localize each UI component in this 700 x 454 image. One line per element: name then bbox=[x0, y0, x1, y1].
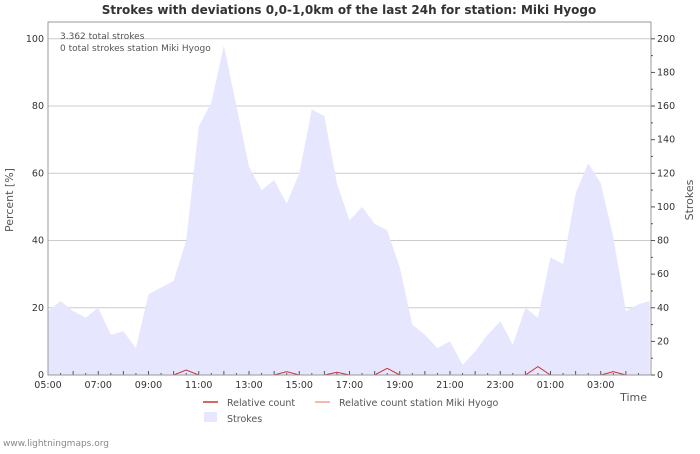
y-left-axis-label: Percent [%] bbox=[3, 168, 16, 232]
legend-label-strokes: Strokes bbox=[227, 414, 262, 425]
x-tick-label: 09:00 bbox=[135, 380, 162, 391]
y-right-tick-label: 180 bbox=[657, 67, 675, 78]
y-right-tick-label: 140 bbox=[657, 135, 675, 146]
y-right-tick-label: 100 bbox=[657, 202, 675, 213]
y-right-tick-label: 0 bbox=[657, 370, 663, 381]
x-tick-label: 15:00 bbox=[286, 380, 313, 391]
legend-swatch-strokes bbox=[204, 412, 217, 422]
x-tick-label: 17:00 bbox=[336, 380, 363, 391]
x-tick-labels: 05:00 07:00 09:00 11:00 13:00 15:00 17:00 19:00… bbox=[34, 380, 614, 391]
x-tick-label: 13:00 bbox=[235, 380, 262, 391]
plot-frame bbox=[47, 21, 652, 376]
x-tick-label: 03:00 bbox=[587, 380, 614, 391]
x-tick-label: 23:00 bbox=[487, 380, 514, 391]
y-right-axis-label: Strokes bbox=[683, 179, 696, 220]
x-tick-label: 05:00 bbox=[34, 380, 61, 391]
x-tick-label: 07:00 bbox=[85, 380, 112, 391]
y-left-tick-label: 20 bbox=[32, 303, 44, 314]
watermark: www.lightningmaps.org bbox=[3, 439, 109, 449]
y-right-tick-label: 200 bbox=[657, 34, 675, 45]
y-right-tick-label: 40 bbox=[657, 303, 669, 314]
x-tick-label: 19:00 bbox=[386, 380, 413, 391]
y-left-tick-label: 100 bbox=[26, 34, 44, 45]
strokes-area bbox=[48, 45, 650, 375]
strokes-area-layer bbox=[48, 45, 650, 375]
legend-label-relative-count: Relative count bbox=[227, 398, 295, 409]
y-right-tick-label: 160 bbox=[657, 101, 675, 112]
y-right-tick-label: 20 bbox=[657, 336, 669, 347]
legend-label-relative-count-station: Relative count station Miki Hyogo bbox=[339, 398, 498, 409]
x-axis-label: Time bbox=[619, 391, 647, 404]
y-left-tick-labels: 0 20 40 60 80 100 bbox=[26, 34, 44, 381]
y-right-tick-label: 80 bbox=[657, 236, 669, 247]
x-tick-label: 01:00 bbox=[537, 380, 564, 391]
y-right-tick-label: 120 bbox=[657, 168, 675, 179]
legend: Relative count Relative count station Mi… bbox=[203, 398, 498, 425]
y-right-tick-labels: 0 20 40 60 80 100 120 140 160 180 200 bbox=[651, 34, 675, 381]
chart-title: Strokes with deviations 0,0-1,0km of the… bbox=[102, 3, 597, 17]
x-tick-label: 21:00 bbox=[436, 380, 463, 391]
annotation-station-strokes: 0 total strokes station Miki Hyogo bbox=[60, 44, 211, 54]
y-left-tick-label: 0 bbox=[38, 370, 44, 381]
annotation-total-strokes: 3.362 total strokes bbox=[60, 32, 145, 42]
x-tick-label: 11:00 bbox=[185, 380, 212, 391]
y-left-tick-label: 40 bbox=[32, 236, 44, 247]
y-right-tick-label: 60 bbox=[657, 269, 669, 280]
y-left-tick-label: 80 bbox=[32, 101, 44, 112]
y-left-tick-label: 60 bbox=[32, 168, 44, 179]
